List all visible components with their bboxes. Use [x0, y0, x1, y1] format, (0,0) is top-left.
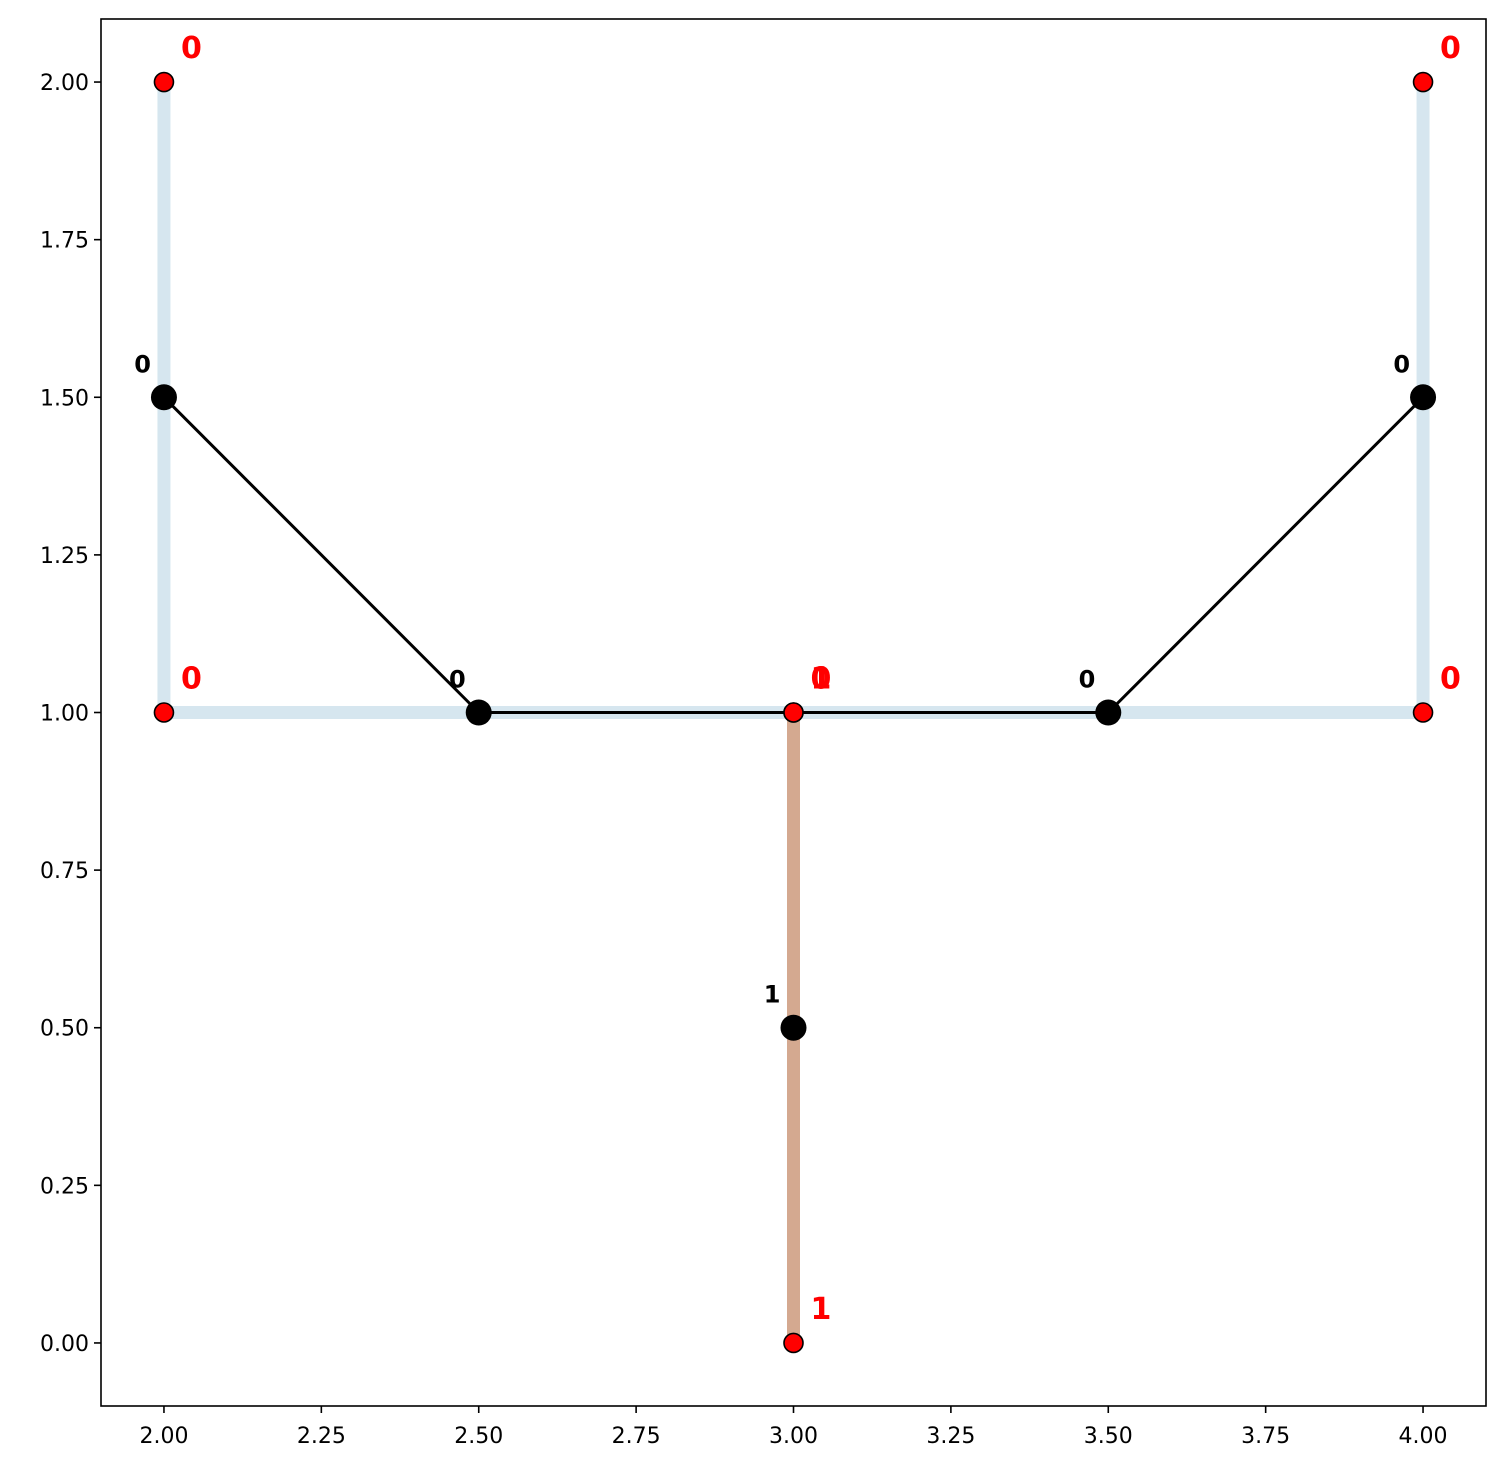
x-tick-label-4: 3.00	[769, 1424, 818, 1449]
y-tick-label-1: 0.25	[40, 1174, 89, 1199]
graph-node-4	[780, 1014, 807, 1041]
input-label-0: 0	[181, 31, 202, 66]
input-label-4: 0	[1440, 31, 1461, 66]
input-point-0	[153, 71, 175, 93]
x-tick-label-1: 2.25	[297, 1424, 346, 1449]
x-axis: 2.00 2.25 2.50 2.75 3.00 3.25 3.50 3.75 4.00	[139, 1406, 1448, 1449]
y-tick-label-4: 1.00	[40, 702, 89, 727]
input-label-6: 1	[811, 1292, 832, 1327]
group-path-0	[157, 82, 794, 719]
node-label-4: 1	[764, 981, 781, 1009]
input-point-1	[153, 702, 175, 723]
y-axis: 0.00 0.25 0.50 0.75 1.00 1.25 1.50 1.75 2.00	[40, 71, 101, 1357]
node-label-0: 0	[134, 350, 151, 378]
graph-edges	[162, 396, 1425, 714]
y-tick-label-2: 0.50	[40, 1017, 89, 1042]
x-tick-label-3: 2.75	[612, 1424, 661, 1449]
y-tick-label-5: 1.25	[40, 544, 89, 569]
graph-node-3	[1410, 384, 1437, 411]
graph-node-2	[1095, 699, 1122, 726]
graph-node-1	[465, 699, 492, 726]
input-point-3	[783, 702, 804, 723]
y-tick-label-3: 0.75	[40, 859, 89, 884]
y-tick-label-8: 2.00	[40, 71, 89, 96]
input-point-6	[783, 1332, 804, 1354]
input-label-2: 0	[811, 662, 832, 697]
graph-nodes	[150, 384, 1437, 1041]
node-label-2: 0	[1079, 666, 1096, 694]
x-tick-label-7: 3.75	[1241, 1424, 1290, 1449]
graph-edge-0	[162, 396, 480, 714]
group-path-1	[793, 82, 1430, 719]
node-label-3: 0	[1393, 350, 1410, 378]
input-point-4	[1412, 71, 1434, 93]
input-points	[153, 71, 1434, 1354]
x-tick-label-8: 4.00	[1399, 1424, 1448, 1449]
input-label-3: 1	[811, 662, 832, 697]
node-label-1: 0	[449, 666, 466, 694]
y-tick-label-0: 0.00	[40, 1332, 89, 1357]
graph-edge-2	[1107, 396, 1425, 714]
graph-node-0	[150, 384, 177, 411]
input-label-5: 0	[1440, 662, 1461, 697]
x-tick-label-0: 2.00	[139, 1424, 188, 1449]
x-tick-label-2: 2.50	[454, 1424, 503, 1449]
input-point-5	[1412, 702, 1434, 723]
x-tick-label-6: 3.50	[1084, 1424, 1133, 1449]
y-tick-label-6: 1.50	[40, 386, 89, 411]
input-label-1: 0	[181, 662, 202, 697]
y-tick-label-7: 1.75	[40, 229, 89, 254]
x-tick-label-5: 3.25	[926, 1424, 975, 1449]
